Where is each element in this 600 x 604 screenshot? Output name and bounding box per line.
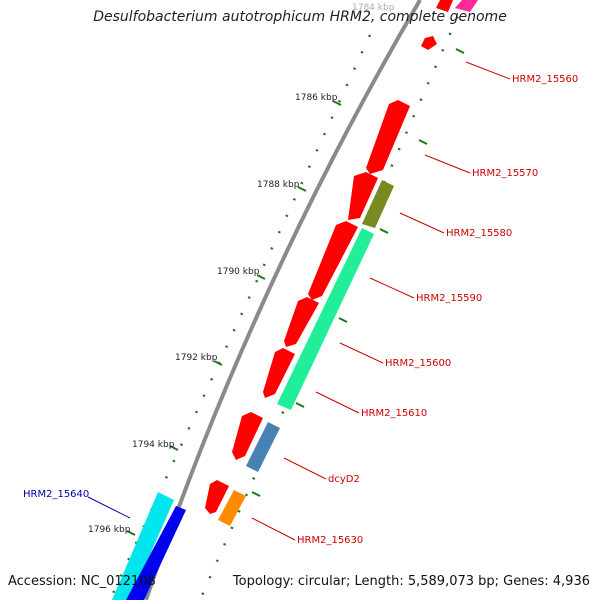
tick-mark: [169, 445, 179, 451]
label-leader: [465, 61, 511, 80]
label-leader: [339, 342, 384, 364]
gene-top-red[interactable]: [436, 0, 453, 12]
gene-label-dcyd2: dcyD2: [328, 474, 360, 485]
label-leader: [87, 496, 131, 519]
tick-mark: [418, 139, 428, 145]
label-leader: [251, 517, 296, 541]
gene-olive[interactable]: [362, 180, 394, 228]
gene-label-hrm2-15570: HRM2_15570: [472, 168, 538, 179]
tick-mark: [295, 402, 305, 408]
tick-label: 1796 kbp: [88, 525, 131, 535]
tick-mark: [379, 228, 389, 234]
tick-mark: [297, 186, 307, 192]
gene-hrm2-15600[interactable]: [284, 297, 319, 347]
gene-label-hrm2-15590: HRM2_15590: [416, 293, 482, 304]
gene-label-hrm2-15640: HRM2_15640: [23, 489, 89, 500]
gene-top-pink[interactable]: [455, 0, 478, 12]
label-leader: [399, 212, 445, 234]
genes: [112, 0, 478, 600]
tick-label: 1784 kbp: [352, 3, 395, 13]
label-leader: [315, 391, 360, 414]
gene-label-hrm2-15560: HRM2_15560: [512, 74, 578, 85]
gene-hrm2-15640[interactable]: [126, 506, 186, 600]
gene-hrm2-15590[interactable]: [308, 221, 358, 300]
gene-green-long[interactable]: [277, 228, 374, 410]
topology-label: Topology: circular; Length: 5,589,073 bp…: [232, 574, 590, 589]
tick-label: 1786 kbp: [295, 93, 338, 103]
gene-label-hrm2-15580: HRM2_15580: [446, 228, 512, 239]
tick-label: 1790 kbp: [217, 267, 260, 277]
gene-label-hrm2-15600: HRM2_15600: [385, 358, 451, 369]
gene-red-15630-region[interactable]: [205, 480, 229, 514]
gene-dcyd2[interactable]: [246, 422, 280, 472]
inner-dotted-guide: [198, 0, 467, 601]
gene-hrm2-15580[interactable]: [348, 172, 378, 220]
tick-mark: [338, 317, 348, 323]
label-leader: [424, 154, 471, 174]
label-leader: [369, 277, 415, 299]
tick-mark: [332, 100, 342, 106]
accession-label: Accession: NC_012108: [8, 574, 156, 589]
tick-label: 1788 kbp: [257, 180, 300, 190]
gene-hrm2-15630[interactable]: [218, 490, 246, 526]
inner-dashes: [251, 48, 465, 497]
tick-label: 1792 kbp: [175, 353, 218, 363]
gene-red-dcyd2-region[interactable]: [232, 412, 263, 460]
tick-mark: [455, 48, 465, 54]
tick-mark: [213, 360, 223, 366]
gene-label-hrm2-15630: HRM2_15630: [297, 535, 363, 546]
gene-label-hrm2-15610: HRM2_15610: [361, 408, 427, 419]
gene-hrm2-15570[interactable]: [366, 100, 410, 174]
gene-hrm2-15610[interactable]: [263, 348, 295, 398]
gene-hrm2-15560[interactable]: [421, 36, 437, 50]
tick-mark: [126, 530, 136, 536]
gene-cyan[interactable]: [112, 492, 174, 600]
genome-title: Desulfobacterium autotrophicum HRM2, com…: [93, 9, 507, 25]
tick-label: 1794 kbp: [132, 440, 175, 450]
genome-backbone: [144, 0, 422, 601]
tick-mark: [256, 274, 266, 280]
tick-mark: [251, 491, 261, 497]
tick-marks: [126, 100, 342, 536]
label-leader: [283, 457, 327, 480]
